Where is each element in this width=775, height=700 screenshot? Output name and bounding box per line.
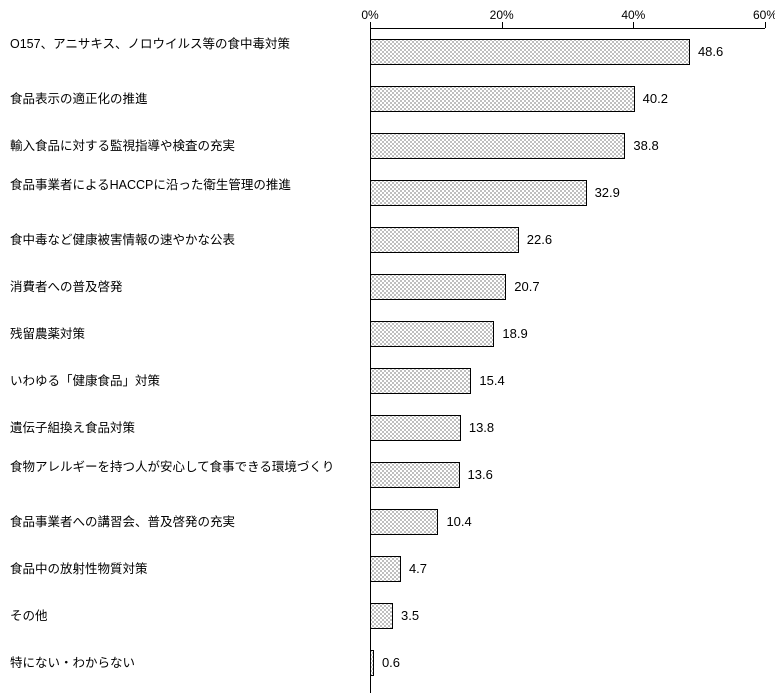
value-label: 48.6 [698, 44, 723, 59]
x-axis-tick-label: 60% [753, 8, 775, 22]
category-label: 遺伝子組換え食品対策 [10, 420, 355, 437]
bar [370, 227, 519, 253]
value-label: 22.6 [527, 232, 552, 247]
value-label: 20.7 [514, 279, 539, 294]
bar [370, 86, 635, 112]
value-label: 13.6 [468, 467, 493, 482]
x-axis-tick-label: 40% [621, 8, 645, 22]
bar [370, 321, 494, 347]
value-label: 10.4 [446, 514, 471, 529]
value-label: 15.4 [479, 373, 504, 388]
value-label: 40.2 [643, 91, 668, 106]
bar [370, 180, 587, 206]
bar [370, 415, 461, 441]
category-label: 食品事業者への講習会、普及啓発の充実 [10, 514, 355, 531]
bar [370, 556, 401, 582]
bar [370, 462, 460, 488]
bar [370, 603, 393, 629]
bar [370, 650, 374, 676]
category-label: 消費者への普及啓発 [10, 279, 355, 296]
x-axis-tick-label: 0% [361, 8, 378, 22]
category-label: 食品中の放射性物質対策 [10, 561, 355, 578]
x-axis-tick [765, 22, 766, 28]
category-label: 残留農薬対策 [10, 326, 355, 343]
category-label: 食中毒など健康被害情報の速やかな公表 [10, 232, 355, 249]
category-label: 食物アレルギーを持つ人が安心して食事できる環境づくり [10, 459, 355, 476]
value-label: 18.9 [502, 326, 527, 341]
x-axis: 0%20%40%60% [370, 8, 765, 28]
x-axis-tick-label: 20% [490, 8, 514, 22]
chart-container: 0% 20% 40% 60% O157、アニサキス、ノロウイルス等の食中毒対策 48.6… [0, 0, 775, 700]
value-label: 38.8 [633, 138, 658, 153]
value-label: 4.7 [409, 561, 427, 576]
bar [370, 39, 690, 65]
value-label: 0.6 [382, 655, 400, 670]
bar [370, 509, 438, 535]
bar [370, 368, 471, 394]
value-label: 32.9 [595, 185, 620, 200]
plot-area [370, 28, 765, 693]
category-label: O157、アニサキス、ノロウイルス等の食中毒対策 [10, 36, 355, 53]
value-label: 3.5 [401, 608, 419, 623]
category-label: いわゆる「健康食品」対策 [10, 373, 355, 390]
value-label: 13.8 [469, 420, 494, 435]
category-label: その他 [10, 608, 355, 625]
bar [370, 133, 625, 159]
category-label: 特にない・わからない [10, 655, 355, 672]
category-label: 食品表示の適正化の推進 [10, 91, 355, 108]
category-label: 輸入食品に対する監視指導や検査の充実 [10, 138, 355, 155]
category-label: 食品事業者によるHACCPに沿った衛生管理の推進 [10, 177, 355, 194]
bar [370, 274, 506, 300]
